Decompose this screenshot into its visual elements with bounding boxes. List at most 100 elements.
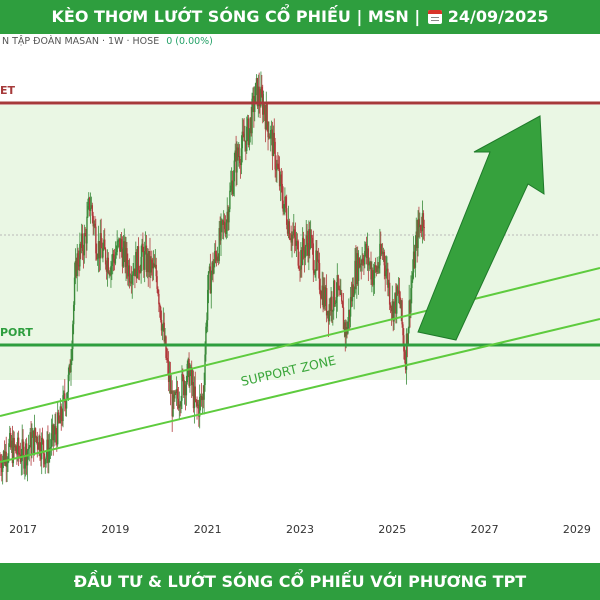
- candle-body: [199, 395, 202, 397]
- candle-body: [220, 221, 222, 241]
- candle-body: [202, 396, 204, 400]
- candle-body: [316, 250, 318, 262]
- candle-body: [183, 376, 185, 396]
- candle-body: [143, 251, 146, 270]
- candle-body: [372, 278, 375, 285]
- candle-body: [357, 258, 360, 281]
- candle-body: [249, 117, 251, 129]
- candle-body: [295, 240, 298, 246]
- resistance-label: ET: [0, 84, 16, 97]
- candle-body: [154, 264, 157, 267]
- candle-body: [342, 307, 345, 330]
- candle-body: [236, 147, 238, 173]
- candle-body: [110, 265, 112, 275]
- candle-body: [13, 437, 15, 448]
- candle-body: [196, 401, 198, 406]
- candle-body: [32, 430, 34, 438]
- candle-body: [127, 266, 129, 277]
- candle-body: [65, 398, 68, 409]
- candle-body: [367, 248, 370, 266]
- candle-body: [203, 385, 205, 400]
- candle-body: [309, 235, 312, 249]
- candle-body: [405, 333, 408, 370]
- candle-body: [263, 104, 266, 115]
- candle-body: [120, 239, 123, 249]
- candle-body: [404, 351, 406, 360]
- candle-body: [231, 180, 234, 195]
- candle-body: [41, 437, 43, 460]
- candle-body: [325, 288, 327, 306]
- candle-body: [327, 311, 330, 322]
- candle-body: [401, 300, 403, 325]
- candle-body: [300, 250, 302, 270]
- candle-body: [45, 456, 47, 460]
- candle-body: [194, 386, 196, 400]
- candle-body: [10, 440, 13, 448]
- candle-body: [291, 234, 293, 243]
- candle-body: [82, 251, 85, 256]
- candle-body: [285, 208, 288, 225]
- candle-body: [216, 256, 219, 261]
- candle-body: [315, 250, 317, 272]
- candle-body: [207, 271, 210, 290]
- candle-body: [299, 268, 301, 270]
- candle-body: [166, 357, 168, 360]
- candle-body: [274, 141, 276, 170]
- candle-body: [52, 424, 54, 441]
- candle-body: [394, 293, 396, 303]
- candle-body: [318, 262, 321, 290]
- candle-body: [120, 239, 122, 252]
- candle-body: [54, 426, 56, 435]
- candle-body: [273, 132, 275, 142]
- candle-body: [330, 296, 332, 311]
- candle-body: [96, 258, 99, 260]
- candles-group: [0, 71, 425, 485]
- candle-body: [88, 197, 90, 206]
- candle-body: [60, 406, 62, 421]
- candle-body: [161, 325, 164, 331]
- candle-body: [241, 131, 244, 149]
- candle-body: [265, 104, 267, 130]
- candle-body: [359, 263, 362, 268]
- candle-body: [337, 275, 339, 289]
- candle-body: [238, 156, 241, 164]
- candle-body: [420, 224, 422, 231]
- candle-body: [101, 247, 103, 258]
- price-change: 0 (0.00%): [166, 36, 213, 47]
- candle-body: [2, 451, 5, 461]
- candle-body: [262, 104, 265, 115]
- candle-body: [341, 292, 343, 302]
- candle-body: [158, 293, 160, 305]
- candle-body: [331, 296, 333, 312]
- candle-body: [179, 404, 181, 407]
- candle-body: [246, 118, 249, 127]
- candle-body: [375, 267, 378, 272]
- candle-body: [369, 262, 371, 264]
- candle-body: [418, 218, 420, 228]
- candle-body: [243, 133, 245, 142]
- candle-body: [16, 452, 18, 455]
- candle-body: [155, 264, 157, 277]
- candle-body: [361, 258, 363, 265]
- candle-body: [39, 435, 41, 455]
- candle-body: [218, 228, 220, 261]
- candle-body: [23, 446, 25, 469]
- candle-body: [181, 374, 183, 401]
- candle-body: [412, 272, 414, 281]
- candle-body: [382, 251, 385, 255]
- candle-body: [311, 237, 314, 244]
- candle-body: [105, 264, 108, 272]
- candle-body: [106, 257, 109, 272]
- candle-body: [288, 221, 291, 239]
- candle-body: [149, 251, 151, 273]
- candle-body: [209, 266, 212, 294]
- candle-body: [279, 174, 282, 187]
- candle-body: [310, 235, 313, 238]
- candle-body: [333, 280, 336, 304]
- candle-body: [323, 286, 325, 308]
- candle-body: [305, 235, 307, 247]
- candle-body: [173, 394, 175, 399]
- candle-body: [56, 433, 58, 445]
- candle-body: [423, 227, 425, 228]
- candle-body: [26, 450, 29, 466]
